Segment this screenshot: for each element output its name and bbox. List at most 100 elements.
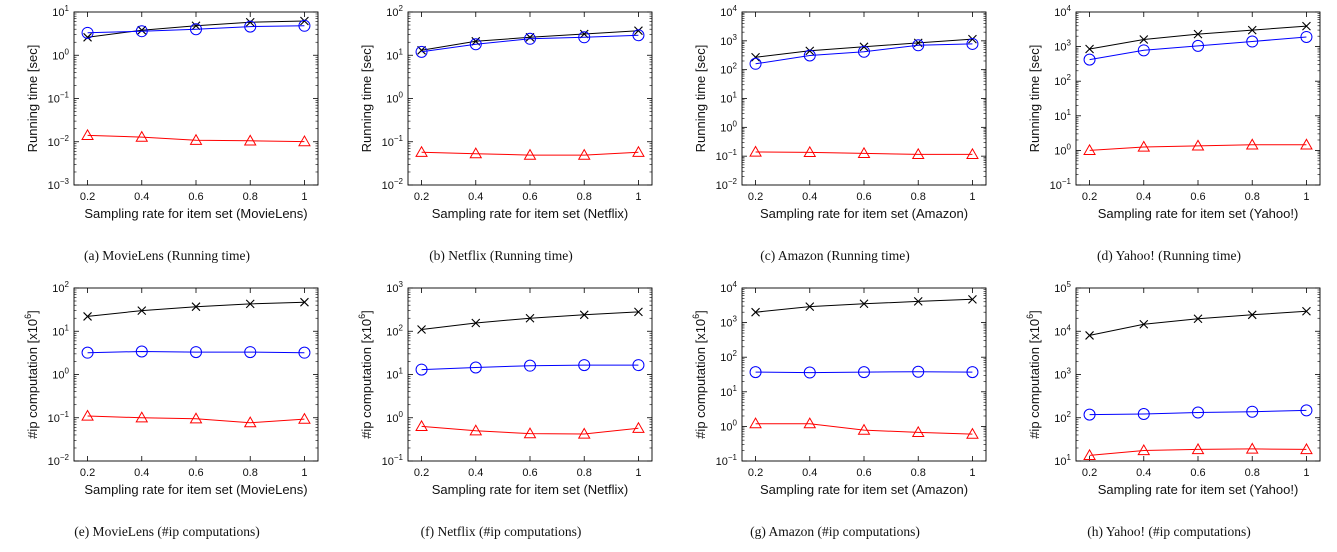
- x-tick-label: 0.6: [188, 467, 203, 479]
- data-point-o: [298, 346, 311, 359]
- series-line-x: [755, 298, 973, 313]
- x-tick-label: 1: [635, 191, 641, 203]
- data-point-o: [415, 363, 428, 376]
- data-point-triangle: [1137, 443, 1151, 456]
- data-point-x: [579, 29, 589, 39]
- data-point-o: [966, 366, 979, 379]
- data-point-triangle: [1083, 448, 1096, 460]
- data-point-x: [525, 313, 535, 323]
- x-axis-label: Sampling rate for item set (Yahoo!): [1098, 482, 1299, 497]
- y-tick-label: 100: [386, 410, 403, 425]
- data-point-triangle: [1300, 442, 1313, 455]
- data-point-x: [579, 310, 589, 320]
- y-tick-label: 10−1: [382, 134, 404, 149]
- y-tick-label: 103: [720, 33, 737, 48]
- data-point-o: [632, 29, 645, 42]
- x-tick-label: 0.2: [80, 191, 95, 203]
- data-point-triangle: [243, 134, 257, 146]
- series-line-o: [421, 34, 639, 53]
- x-tick-label: 1: [301, 191, 307, 203]
- chart-panel: 10−1 100 101 102 103 104 0.2 0.4 0.6 0.8 1 Sampling…: [668, 276, 1002, 552]
- data-point-o: [1300, 30, 1313, 43]
- x-tick-label: 0.8: [243, 191, 258, 203]
- data-point-o: [578, 359, 591, 372]
- x-tick-label: 1: [635, 467, 641, 479]
- chart-panel: 10−3 10−2 10−1 100 101 0.2 0.4 0.6 0.8 1 Sampling …: [0, 0, 334, 276]
- x-axis-label: Sampling rate for item set (Amazon): [760, 206, 968, 221]
- chart-svg: 101 102 103 104 105 0.2 0.4 0.6 0.8 1 Sampling rat…: [1025, 280, 1321, 497]
- chart-svg: 10−2 10−1 100 101 102 0.2 0.4 0.6 0.8 1 Sampling r…: [359, 4, 653, 221]
- y-tick-label: 102: [52, 280, 69, 295]
- x-axis-label: Sampling rate for item set (Netflix): [432, 206, 629, 221]
- data-point-o: [912, 39, 925, 52]
- plot-frame: [741, 287, 987, 462]
- data-point-o: [858, 45, 870, 58]
- x-tick-label: 0.8: [243, 467, 258, 479]
- y-axis-label: Running time [sec]: [1027, 45, 1042, 153]
- y-tick-label: 103: [1054, 367, 1071, 382]
- y-tick-label: 100: [1054, 142, 1071, 157]
- data-point-x: [1247, 310, 1257, 320]
- data-point-o: [81, 26, 94, 39]
- series-line-triangle: [87, 134, 305, 143]
- x-tick-label: 1: [1303, 191, 1309, 203]
- data-point-o: [469, 361, 482, 374]
- data-point-o: [135, 345, 148, 358]
- y-tick-label: 101: [386, 367, 403, 382]
- x-tick-label: 0.6: [1190, 467, 1205, 479]
- data-point-o: [190, 346, 202, 359]
- y-tick-label: 103: [386, 280, 403, 295]
- data-point-o: [803, 366, 816, 379]
- data-point-x: [634, 26, 643, 36]
- data-point-triangle: [577, 148, 591, 160]
- data-point-o: [524, 32, 536, 45]
- y-tick-label: 100: [386, 91, 403, 106]
- data-point-o: [858, 366, 870, 379]
- series-line-triangle: [755, 423, 973, 435]
- x-tick-label: 0.6: [856, 191, 871, 203]
- x-tick-label: 0.6: [522, 467, 537, 479]
- data-point-o: [632, 359, 645, 372]
- y-tick-label: 101: [52, 323, 69, 338]
- data-point-triangle: [81, 128, 94, 141]
- x-tick-label: 0.2: [748, 467, 763, 479]
- data-point-x: [83, 312, 92, 321]
- data-point-triangle: [803, 145, 817, 158]
- x-tick-label: 1: [1303, 467, 1309, 479]
- y-tick-label: 104: [720, 4, 737, 19]
- data-point-o: [1192, 406, 1204, 419]
- data-point-triangle: [523, 148, 537, 160]
- y-tick-label: 10−1: [716, 453, 738, 468]
- data-point-x: [83, 32, 92, 42]
- x-tick-label: 0.4: [802, 467, 817, 479]
- series-line-o: [1089, 36, 1307, 61]
- subfigure-caption: (b) Netflix (Running time): [429, 248, 573, 263]
- y-tick-label: 102: [1054, 410, 1071, 425]
- data-point-o: [415, 45, 428, 58]
- data-point-o: [1083, 408, 1096, 421]
- chart-panel: 10−1 100 101 102 103 0.2 0.4 0.6 0.8 1 Sampling ra…: [334, 276, 668, 552]
- series-line-triangle: [87, 415, 305, 424]
- x-tick-label: 0.2: [80, 467, 95, 479]
- data-point-o: [966, 37, 979, 50]
- data-point-triangle: [632, 421, 645, 433]
- data-point-o: [1083, 53, 1096, 66]
- data-point-x: [859, 299, 869, 309]
- data-point-x: [1085, 44, 1094, 54]
- data-point-triangle: [1300, 138, 1313, 150]
- chart-svg: 10−3 10−2 10−1 100 101 0.2 0.4 0.6 0.8 1 Sampling …: [25, 4, 319, 221]
- y-tick-label: 101: [720, 384, 737, 399]
- data-point-triangle: [415, 419, 428, 432]
- series-line-o: [87, 25, 305, 34]
- x-tick-label: 0.6: [522, 191, 537, 203]
- chart-panel: 10−2 10−1 100 101 102 103 104 0.2 0.4 0.6 0.8 1 Samp…: [668, 0, 1002, 276]
- data-point-triangle: [857, 146, 871, 158]
- x-tick-label: 0.2: [1082, 467, 1097, 479]
- data-point-x: [1247, 25, 1257, 35]
- plot-frame: [407, 287, 653, 462]
- data-point-o: [749, 57, 762, 70]
- data-point-triangle: [966, 147, 979, 160]
